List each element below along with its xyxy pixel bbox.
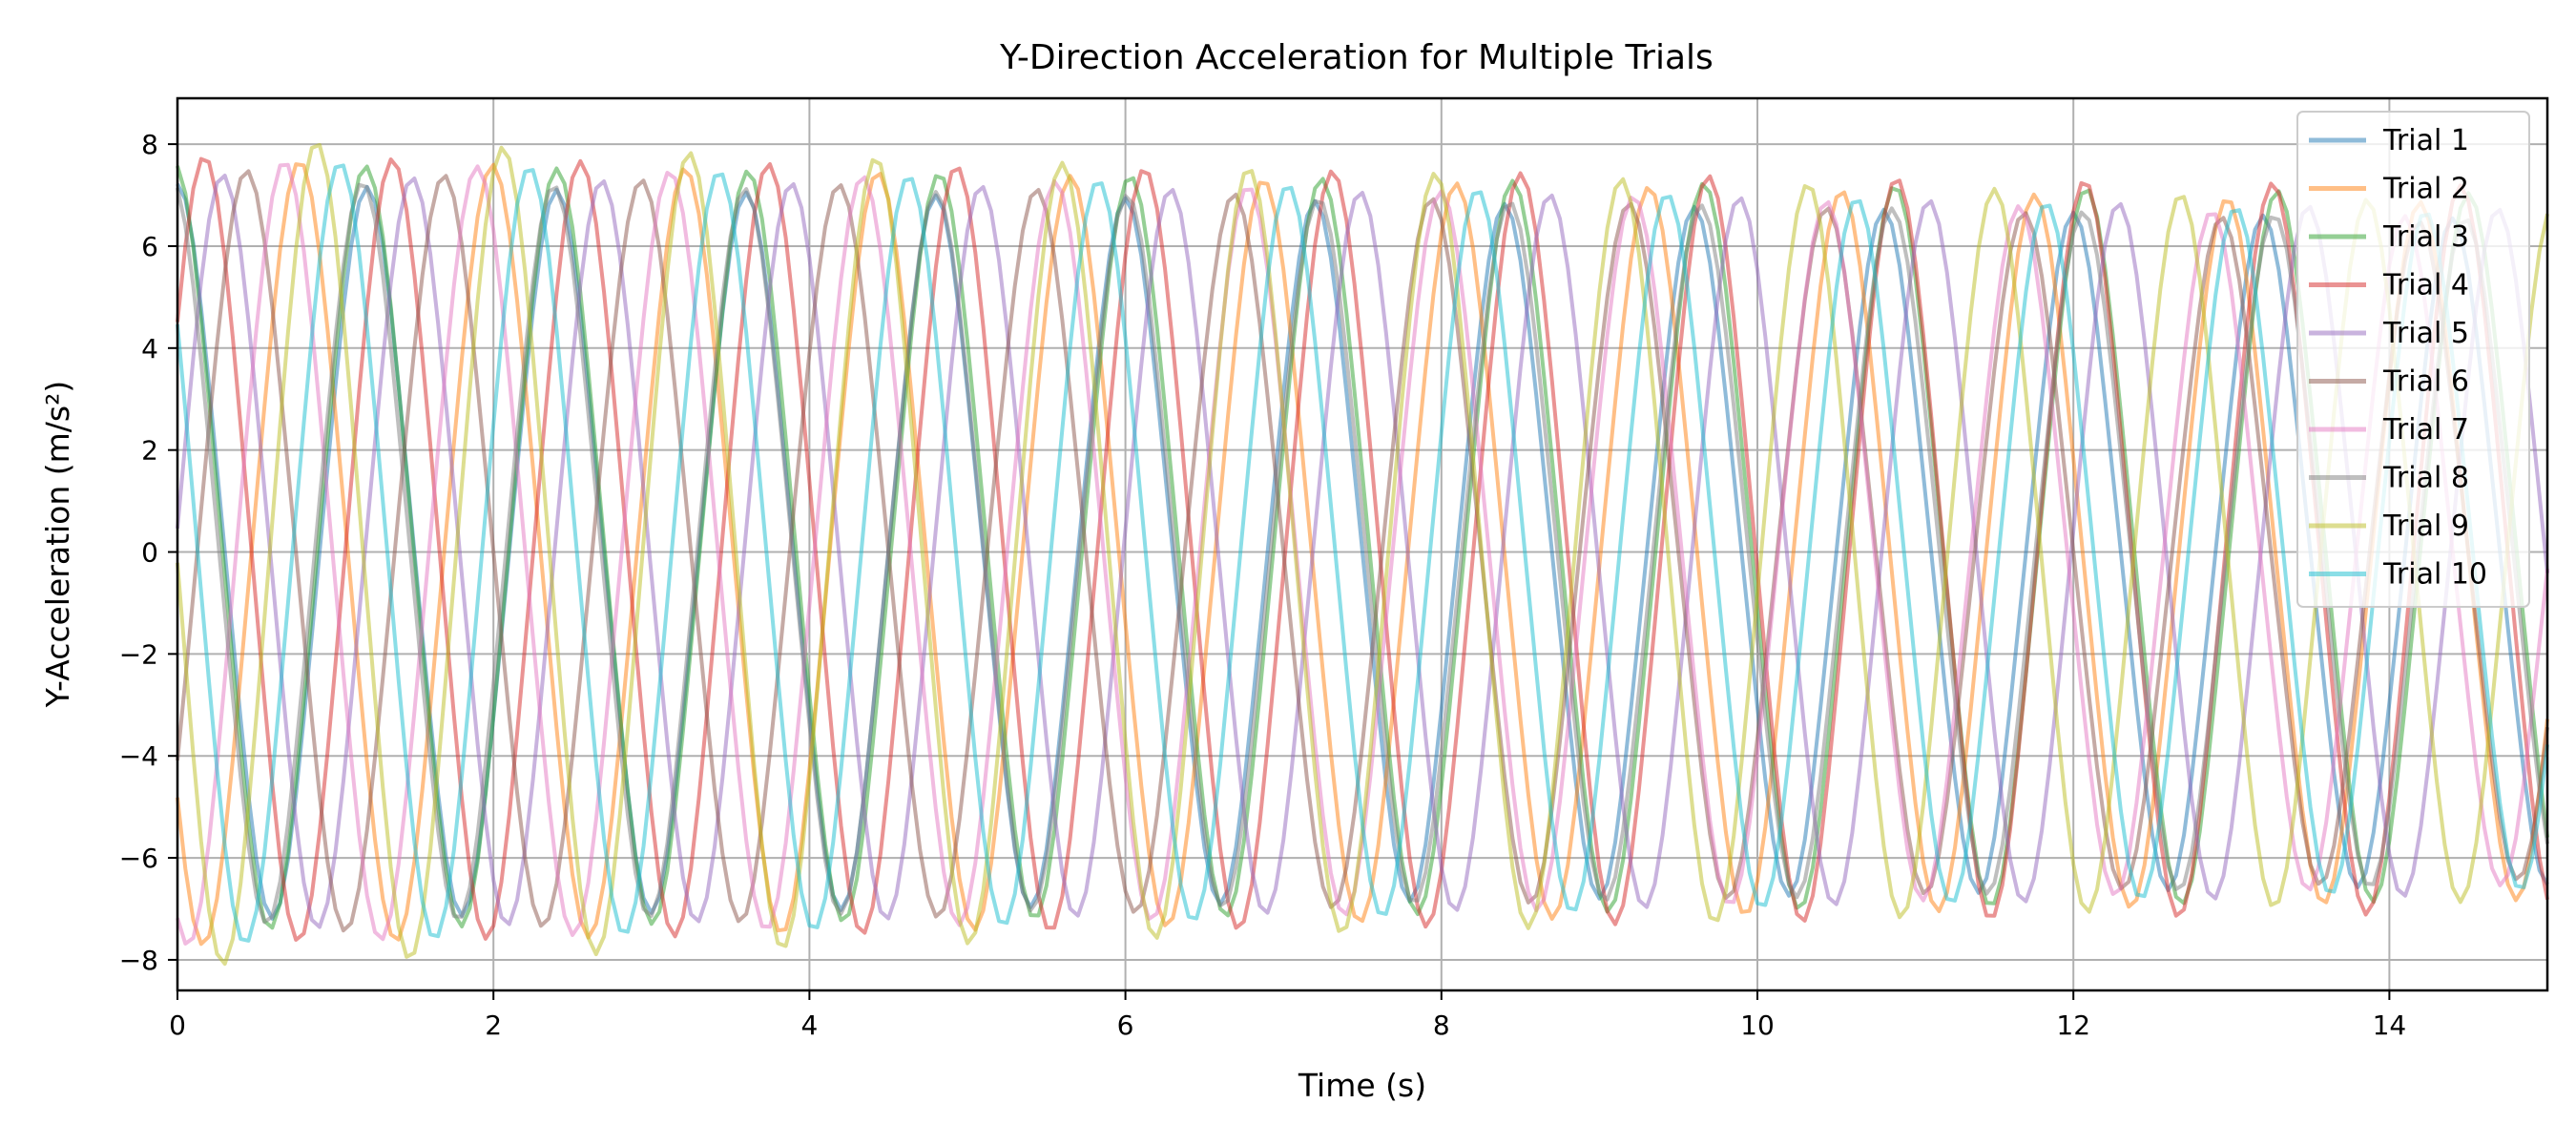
x-tick-label: 10 xyxy=(1740,1010,1775,1041)
x-tick-label: 8 xyxy=(1433,1010,1450,1041)
legend: Trial 1 Trial 2 Trial 3 Trial 4 Trial 5 Trial… xyxy=(2296,111,2530,608)
plot-frame xyxy=(176,96,2549,992)
y-tick-label: 6 xyxy=(141,231,158,262)
y-tick-label: 0 xyxy=(141,537,158,569)
y-tick-label: 2 xyxy=(141,435,158,467)
x-tick-label: 14 xyxy=(2373,1010,2407,1041)
legend-entry-label: Trial 1 xyxy=(2382,124,2469,157)
series-line-trial-1 xyxy=(176,182,2549,921)
legend-entry-label: Trial 3 xyxy=(2382,220,2469,254)
y-tick-label: −6 xyxy=(119,843,158,874)
chart-title: Y-Direction Acceleration for Multiple Tr… xyxy=(999,38,1714,77)
series-line-trial-5 xyxy=(176,174,2549,929)
x-axis: 0 2 4 6 8 10 12 14 xyxy=(169,990,2406,1041)
y-tick-label: 4 xyxy=(141,333,158,364)
legend-entry-label: Trial 9 xyxy=(2382,510,2469,543)
legend-entry-label: Trial 10 xyxy=(2382,558,2487,592)
legend-entry-label: Trial 4 xyxy=(2382,269,2469,302)
legend-entry-label: Trial 6 xyxy=(2382,365,2469,399)
series-lines xyxy=(176,142,2549,967)
x-tick-label: 12 xyxy=(2056,1010,2090,1041)
x-tick-label: 2 xyxy=(485,1010,502,1041)
y-tick-label: −8 xyxy=(119,945,158,976)
x-tick-label: 0 xyxy=(169,1010,186,1041)
y-tick-label: 8 xyxy=(141,129,158,160)
legend-entry-label: Trial 5 xyxy=(2382,317,2469,350)
series-line-trial-10 xyxy=(176,163,2549,943)
y-axis-label: Y-Acceleration (m/s²) xyxy=(39,381,76,708)
x-axis-label: Time (s) xyxy=(1298,1067,1426,1104)
series-line-trial-2 xyxy=(176,162,2549,947)
legend-entry-label: Trial 2 xyxy=(2382,173,2469,206)
x-tick-label: 4 xyxy=(800,1010,818,1041)
y-tick-label: −2 xyxy=(119,638,158,670)
legend-entry-label: Trial 8 xyxy=(2382,462,2469,495)
y-tick-label: −4 xyxy=(119,740,158,772)
legend-entry-label: Trial 7 xyxy=(2382,413,2469,447)
series-line-trial-8 xyxy=(176,182,2549,925)
series-line-trial-6 xyxy=(176,169,2549,933)
x-tick-label: 6 xyxy=(1117,1010,1134,1041)
y-axis: −8 −6 −4 −2 0 2 4 6 8 xyxy=(119,129,177,976)
